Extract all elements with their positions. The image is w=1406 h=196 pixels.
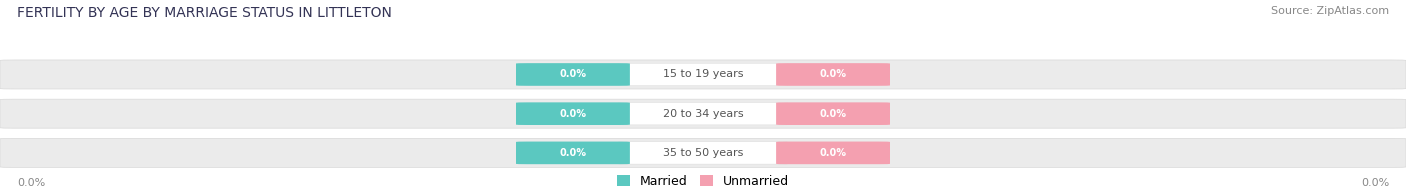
FancyBboxPatch shape <box>776 102 890 125</box>
Text: 0.0%: 0.0% <box>560 148 586 158</box>
Text: Source: ZipAtlas.com: Source: ZipAtlas.com <box>1271 6 1389 16</box>
FancyBboxPatch shape <box>0 138 1406 167</box>
Legend: Married, Unmarried: Married, Unmarried <box>617 175 789 188</box>
Text: 0.0%: 0.0% <box>17 178 45 188</box>
Text: 35 to 50 years: 35 to 50 years <box>662 148 744 158</box>
Text: 0.0%: 0.0% <box>560 69 586 80</box>
Text: 0.0%: 0.0% <box>560 109 586 119</box>
FancyBboxPatch shape <box>0 60 1406 89</box>
FancyBboxPatch shape <box>619 103 787 125</box>
Text: FERTILITY BY AGE BY MARRIAGE STATUS IN LITTLETON: FERTILITY BY AGE BY MARRIAGE STATUS IN L… <box>17 6 392 20</box>
Text: 20 to 34 years: 20 to 34 years <box>662 109 744 119</box>
Text: 15 to 19 years: 15 to 19 years <box>662 69 744 80</box>
Text: 0.0%: 0.0% <box>820 109 846 119</box>
FancyBboxPatch shape <box>776 63 890 86</box>
Text: 0.0%: 0.0% <box>1361 178 1389 188</box>
FancyBboxPatch shape <box>619 142 787 164</box>
FancyBboxPatch shape <box>516 102 630 125</box>
FancyBboxPatch shape <box>0 99 1406 128</box>
FancyBboxPatch shape <box>516 142 630 164</box>
FancyBboxPatch shape <box>516 63 630 86</box>
Text: 0.0%: 0.0% <box>820 69 846 80</box>
Text: 0.0%: 0.0% <box>820 148 846 158</box>
FancyBboxPatch shape <box>619 63 787 86</box>
FancyBboxPatch shape <box>776 142 890 164</box>
